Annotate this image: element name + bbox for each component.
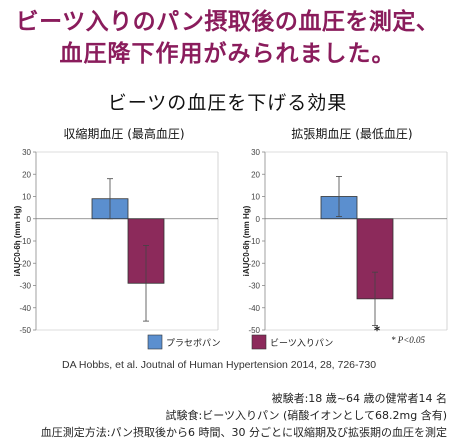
panel-title: 拡張期血圧 (最低血圧) [291,127,412,141]
y-tick-label: -10 [248,237,260,246]
legend-label-placebo: プラセボパン [166,338,220,349]
chart-panel-2: 拡張期血圧 (最低血圧) -50 -40 -30 -20 -10 0 10 20 30 iAUC0-… [242,127,448,338]
significance-note: * P<0.05 [391,335,426,345]
y-tick-label: -20 [19,259,31,268]
y-tick-label: -10 [19,237,31,246]
y-axis-label: iAUC0-6h (mm Hg) [242,205,251,276]
y-tick-label: -40 [19,304,31,313]
chart-panel-1: 収縮期血圧 (最高血圧) -50 -40 -30 -20 -10 0 10 20 30 iAUC0-… [13,126,219,335]
headline-line-1: ビーツ入りのパン摂取後の血圧を測定、 [15,9,440,35]
legend-label-beets: ビーツ入りパン [270,338,333,349]
y-tick-label: 20 [251,170,260,179]
y-tick-label: -20 [248,259,260,268]
y-tick-label: -30 [19,282,31,291]
y-tick-label: 20 [22,170,31,179]
y-tick-label: 0 [256,215,261,224]
y-tick-label: -40 [248,304,260,313]
significance-star: * [374,324,381,338]
y-tick-label: 10 [22,193,31,202]
headline-line-2: 血圧降下作用がみられました。 [59,41,396,67]
y-tick-label: -30 [248,282,260,291]
y-tick-label: -50 [19,326,31,335]
y-tick-label: 30 [22,148,31,157]
y-tick-label: 0 [27,215,32,224]
y-tick-label: 30 [251,148,260,157]
legend: プラセボパン ビーツ入りパン * P<0.05 [147,334,426,350]
legend-swatch-placebo [147,334,163,350]
panel-title: 収縮期血圧 (最高血圧) [63,126,184,141]
chart-title: ビーツの血圧を下げる効果 [107,92,348,114]
y-tick-label: -50 [248,326,260,335]
source-citation: DA Hobbs, et al. Joutnal of Human Hypert… [62,359,377,371]
y-tick-label: 10 [251,193,260,202]
y-axis-label: iAUC0-6h (mm Hg) [13,205,22,276]
test-food-info: 試験食:ビーツ入りパン (硝酸イオンとして68.2mg 含有) [165,409,447,422]
legend-swatch-beets [251,334,267,350]
measurement-method-info: 血圧測定方法:パン摂取後から6 時間、30 分ごとに収縮期及び拡張期の血圧を測定 [40,426,447,439]
subjects-info: 被験者:18 歳~64 歳の健常者14 名 [271,392,447,405]
